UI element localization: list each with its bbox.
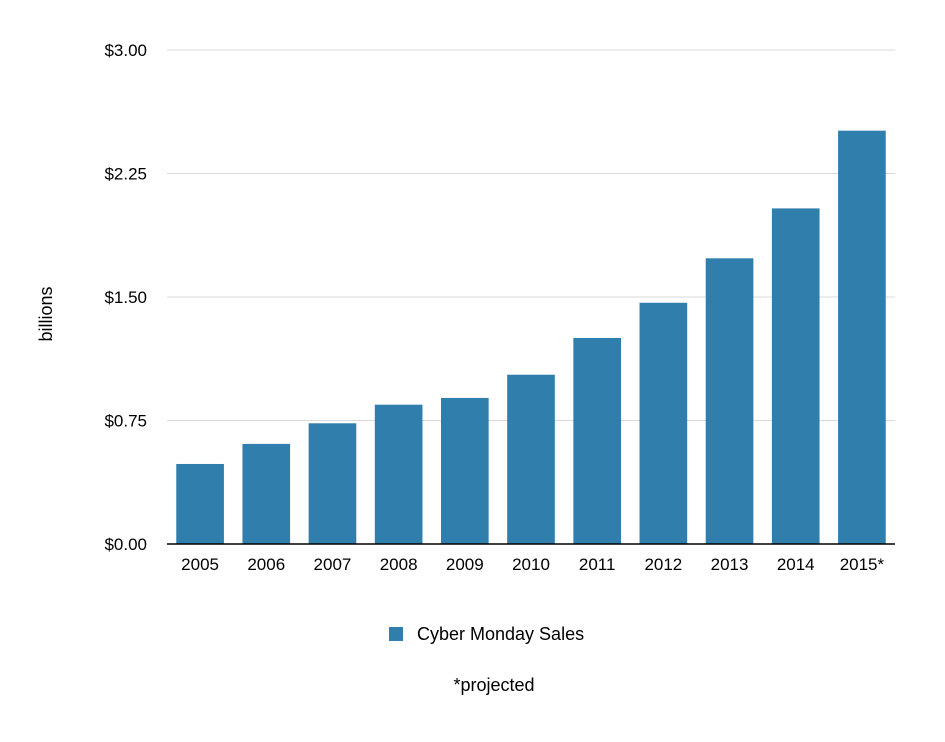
bar-2007 bbox=[308, 423, 357, 544]
y-axis-label: billions bbox=[36, 286, 56, 341]
bars bbox=[176, 130, 886, 545]
y-tick-label: $0.00 bbox=[104, 535, 147, 554]
x-tick-label: 2007 bbox=[314, 555, 352, 574]
legend-swatch-cyber-monday-sales bbox=[389, 627, 403, 641]
bar-2006 bbox=[242, 443, 291, 544]
x-tick-label: 2008 bbox=[380, 555, 418, 574]
bar-2013 bbox=[705, 258, 754, 544]
x-tick-label: 2014 bbox=[777, 555, 815, 574]
bar-2009 bbox=[440, 397, 489, 544]
legend: Cyber Monday Sales bbox=[389, 624, 584, 644]
x-tick-label: 2011 bbox=[579, 555, 616, 574]
y-tick-label: $3.00 bbox=[104, 41, 147, 60]
y-tick-label: $0.75 bbox=[104, 412, 147, 431]
footnote: *projected bbox=[453, 675, 534, 695]
x-tick-label: 2012 bbox=[644, 555, 682, 574]
y-tick-label: $1.50 bbox=[104, 288, 147, 307]
bar-2011 bbox=[573, 338, 622, 544]
x-tick-label: 2013 bbox=[711, 555, 749, 574]
x-tick-label: 2009 bbox=[446, 555, 484, 574]
x-tick-labels: 2005 2006 2007 2008 2009 2010 2011 2012 2013 2014… bbox=[181, 555, 884, 574]
y-tick-labels: $0.00 $0.75 $1.50 $2.25 $3.00 bbox=[104, 41, 147, 554]
x-tick-label: 2010 bbox=[512, 555, 550, 574]
bar-2015 bbox=[838, 130, 886, 545]
x-tick-label: 2005 bbox=[181, 555, 219, 574]
y-tick-label: $2.25 bbox=[104, 165, 147, 184]
bar-2012 bbox=[639, 302, 688, 544]
bar-2010 bbox=[507, 374, 555, 544]
legend-label-cyber-monday-sales: Cyber Monday Sales bbox=[417, 624, 584, 644]
bar-2005 bbox=[176, 463, 224, 544]
x-tick-label: 2015* bbox=[840, 555, 885, 574]
bar-2008 bbox=[374, 404, 423, 544]
bar-2014 bbox=[771, 208, 820, 544]
x-tick-label: 2006 bbox=[247, 555, 285, 574]
